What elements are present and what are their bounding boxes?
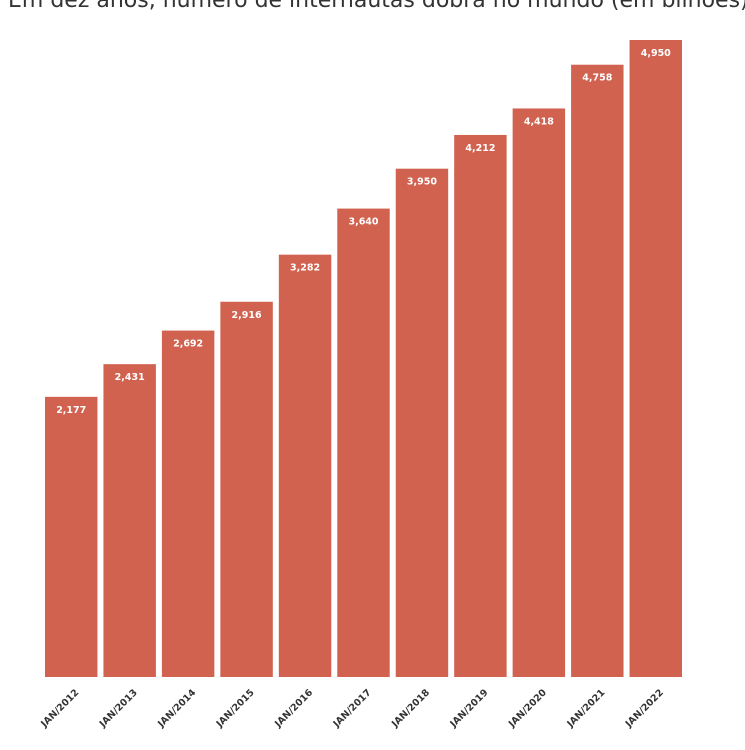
chart-title: Em dez anos, número de internautas dobra… (8, 0, 745, 13)
bar-jan-2018 (395, 168, 449, 677)
value-label: 3,950 (407, 177, 437, 188)
bar-jan-2017 (337, 208, 390, 677)
x-tick-label: JAN/2019 (448, 687, 491, 730)
x-tick-label: JAN/2015 (214, 687, 257, 730)
x-tick-label: JAN/2012 (38, 687, 81, 730)
x-tick-label: JAN/2020 (506, 687, 549, 730)
x-tick-label: JAN/2017 (331, 687, 374, 730)
x-tick-label: JAN/2014 (155, 687, 198, 730)
x-tick-label: JAN/2013 (97, 687, 140, 730)
bar-jan-2013 (103, 364, 156, 677)
value-label: 3,282 (290, 263, 320, 274)
bar-jan-2019 (454, 134, 507, 678)
value-label: 2,692 (173, 339, 203, 350)
x-tick-label: JAN/2022 (623, 687, 666, 730)
value-label: 2,916 (232, 310, 262, 321)
value-label: 4,212 (465, 143, 495, 154)
bar-jan-2022 (629, 40, 682, 677)
x-tick-label: JAN/2016 (272, 687, 315, 730)
value-labels-layer: 2,177 2,431 2,692 2,916 3,282 3,640 3,950 4,212… (56, 48, 671, 416)
value-label: 3,640 (348, 217, 378, 228)
bar-jan-2020 (512, 108, 566, 677)
value-label: 2,431 (115, 372, 145, 383)
bar-jan-2014 (161, 330, 215, 677)
bars-layer (45, 40, 682, 678)
x-axis-tick-labels: JAN/2012 JAN/2013 JAN/2014 JAN/2015 JAN/2016… (38, 687, 665, 730)
bar-jan-2015 (220, 301, 273, 677)
bar-jan-2012 (45, 396, 98, 677)
value-label: 4,950 (641, 48, 671, 59)
bar-jan-2021 (571, 64, 624, 677)
value-label: 2,177 (56, 405, 86, 416)
bar-jan-2016 (278, 254, 332, 677)
value-label: 4,418 (524, 116, 554, 127)
x-tick-label: JAN/2021 (564, 687, 607, 730)
value-label: 4,758 (582, 73, 612, 84)
x-tick-label: JAN/2018 (389, 687, 432, 730)
